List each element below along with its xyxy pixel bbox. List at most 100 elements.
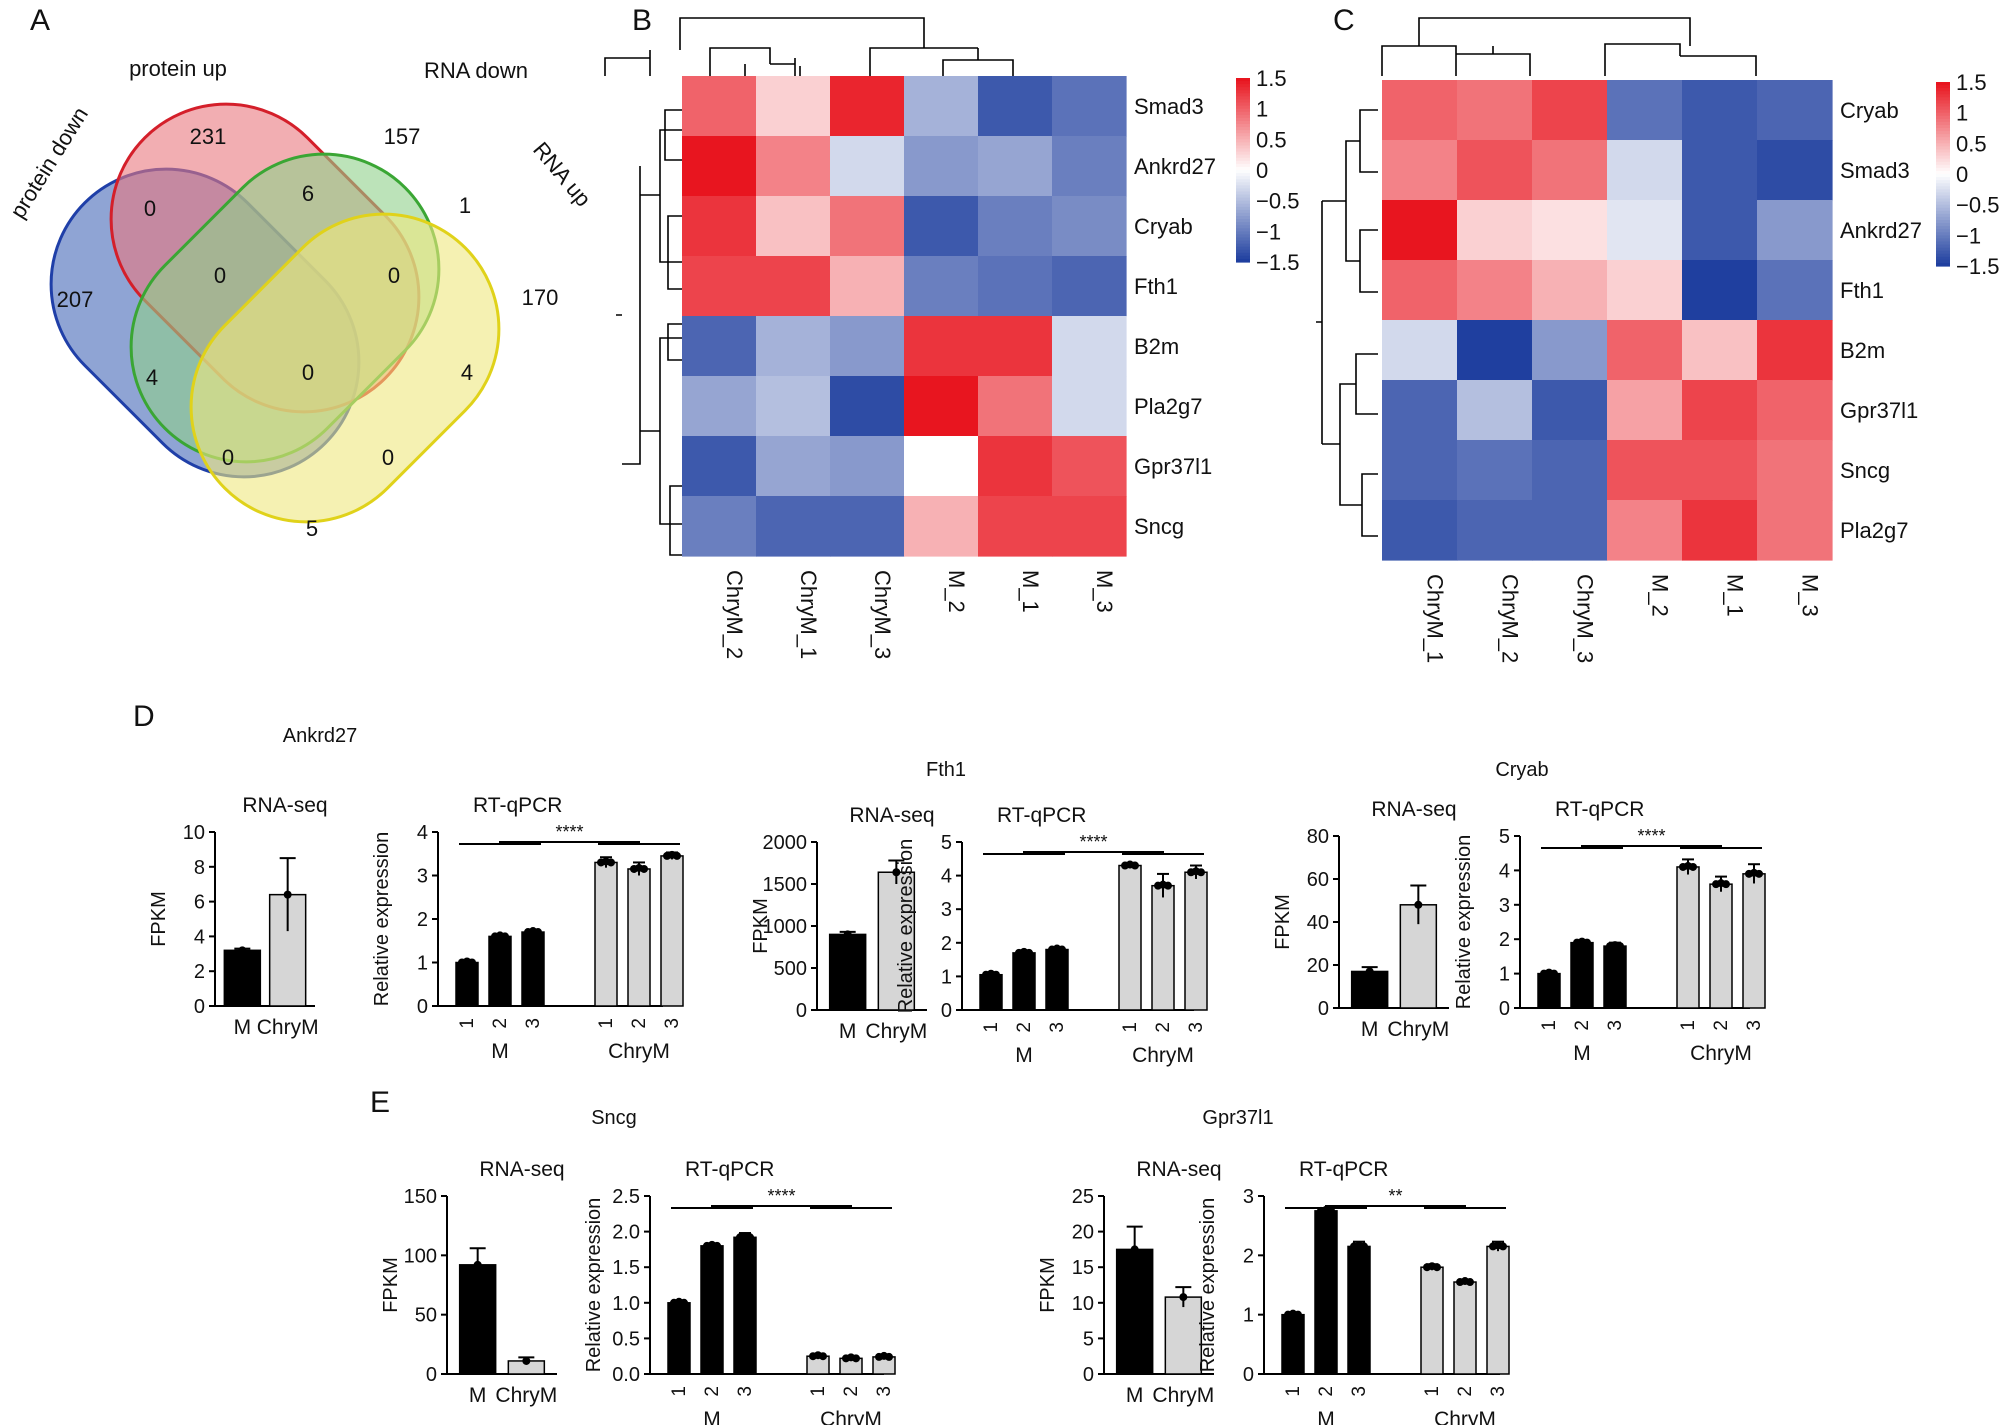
y-tick-label: 1 (1243, 1305, 1254, 1327)
heatmap-cell (1052, 256, 1127, 317)
heatmap-cell (756, 76, 831, 137)
venn-label-rna-up: RNA up (528, 137, 596, 211)
gene-title: Gpr37l1 (1202, 1107, 1273, 1129)
colorbar-segment (1236, 142, 1250, 147)
heatmap-cell (830, 436, 905, 497)
heatmap-cell (682, 256, 757, 317)
column-label: ChryM_1 (796, 570, 821, 659)
heatmap-cell (1052, 316, 1127, 377)
y-tick-label: 2 (417, 909, 428, 931)
colorbar-segment (1236, 136, 1250, 140)
row-dendrogram (616, 109, 682, 556)
data-point (885, 1352, 893, 1361)
colorbar-segment (1236, 258, 1250, 263)
heatmap-cell (1382, 200, 1458, 261)
x-tick-label: 3 (523, 1018, 544, 1029)
heatmap-cell (1382, 320, 1458, 381)
data-point (1365, 967, 1374, 976)
y-tick-label: 2 (1243, 1245, 1254, 1267)
venn-count: 0 (144, 196, 156, 221)
gene-title: Ankrd27 (283, 725, 358, 747)
colorbar-segment (1936, 91, 1950, 95)
colorbar-tick-label: −1.5 (1256, 250, 1299, 275)
y-tick-label: 25 (1072, 1186, 1094, 1208)
gene-title: Fth1 (926, 759, 966, 781)
colorbar-segment (1936, 143, 1950, 147)
y-tick-label: 1500 (763, 874, 808, 896)
colorbar-segment (1236, 78, 1250, 82)
row-label: Smad3 (1840, 158, 1910, 183)
y-tick-label: 4 (417, 822, 428, 844)
colorbar-segment (1936, 106, 1950, 111)
y-tick-label: 0.5 (612, 1328, 640, 1350)
y-tick-label: 1 (1499, 964, 1510, 986)
colorbar-segment (1936, 85, 1950, 89)
heatmap-b: Smad3 Ankrd27 Cryab Fth1 B2m Pla2g7 Gpr37l1 Snc… (604, 17, 1299, 659)
heatmap-cell (1682, 380, 1758, 441)
data-point (713, 1241, 721, 1250)
x-tick-label: M (1126, 1384, 1144, 1407)
colorbar-segment (1236, 160, 1250, 165)
bar (828, 933, 867, 1011)
heatmap-cell (1457, 200, 1533, 261)
colorbar-segment (1236, 219, 1250, 223)
gene-title: Cryab (1495, 759, 1548, 781)
y-tick-label: 5 (941, 832, 952, 854)
bar (455, 961, 479, 1007)
chart-title: RT-qPCR (1299, 1158, 1388, 1181)
y-tick-label: 8 (194, 857, 205, 879)
heatmap-cell (1607, 380, 1683, 441)
colorbar-segment (1236, 216, 1250, 220)
group-label: ChryM (820, 1408, 882, 1425)
heatmap-cell (978, 76, 1053, 137)
colorbar-segment (1236, 117, 1250, 122)
colorbar-segment (1236, 182, 1250, 186)
heatmap-cell (1607, 140, 1683, 201)
data-point (1583, 938, 1591, 947)
chart-title: RT-qPCR (473, 794, 562, 817)
rnaseq-chart: RNA-seq 0 2 4 6 8 10 FPKM M ChryM (148, 794, 328, 1039)
column-label: M_1 (1723, 574, 1748, 617)
y-tick-label: 0 (1083, 1364, 1094, 1386)
colorbar-tick-label: −1 (1956, 223, 1981, 248)
heatmap-cell (1682, 320, 1758, 381)
data-point (1616, 942, 1624, 951)
data-point (1433, 1263, 1441, 1272)
x-tick-label: 2 (702, 1386, 723, 1397)
colorbar-segment (1236, 163, 1250, 168)
colorbar-segment (1936, 253, 1950, 258)
x-tick-label: M (1361, 1018, 1379, 1041)
bar (1603, 945, 1627, 1009)
colorbar-segment (1236, 148, 1250, 153)
heatmap-cell (1757, 80, 1833, 141)
data-point (1499, 1242, 1507, 1251)
group-label: M (703, 1408, 721, 1425)
y-tick-label: 2.0 (612, 1222, 640, 1244)
gene-title: Sncg (591, 1107, 637, 1129)
heatmap-cell (1382, 80, 1458, 141)
bar (458, 1264, 497, 1375)
x-tick-label: 2 (1572, 1020, 1593, 1031)
data-point (1179, 1293, 1188, 1302)
group-label: ChryM (1434, 1408, 1496, 1425)
heatmap-cell (1757, 140, 1833, 201)
colorbar-segment (1236, 188, 1250, 193)
x-tick-label: 3 (1605, 1020, 1626, 1031)
colorbar-segment (1236, 130, 1250, 134)
bar (1537, 972, 1561, 1009)
heatmap-cell (830, 256, 905, 317)
data-point (283, 890, 292, 899)
x-tick-label: 2 (629, 1018, 650, 1029)
heatmap-cell (1457, 320, 1533, 381)
panel-label-a: A (30, 4, 50, 37)
colorbar-segment (1936, 210, 1950, 215)
x-tick-label: 1 (596, 1018, 617, 1029)
y-tick-label: 6 (194, 892, 205, 914)
bar (660, 855, 684, 1007)
heatmap-cell (978, 436, 1053, 497)
x-tick-label: 3 (662, 1018, 683, 1029)
heatmap-cell (1682, 260, 1758, 321)
heatmap-cell (978, 136, 1053, 197)
data-point (1131, 861, 1139, 870)
colorbar-segment (1236, 96, 1250, 101)
